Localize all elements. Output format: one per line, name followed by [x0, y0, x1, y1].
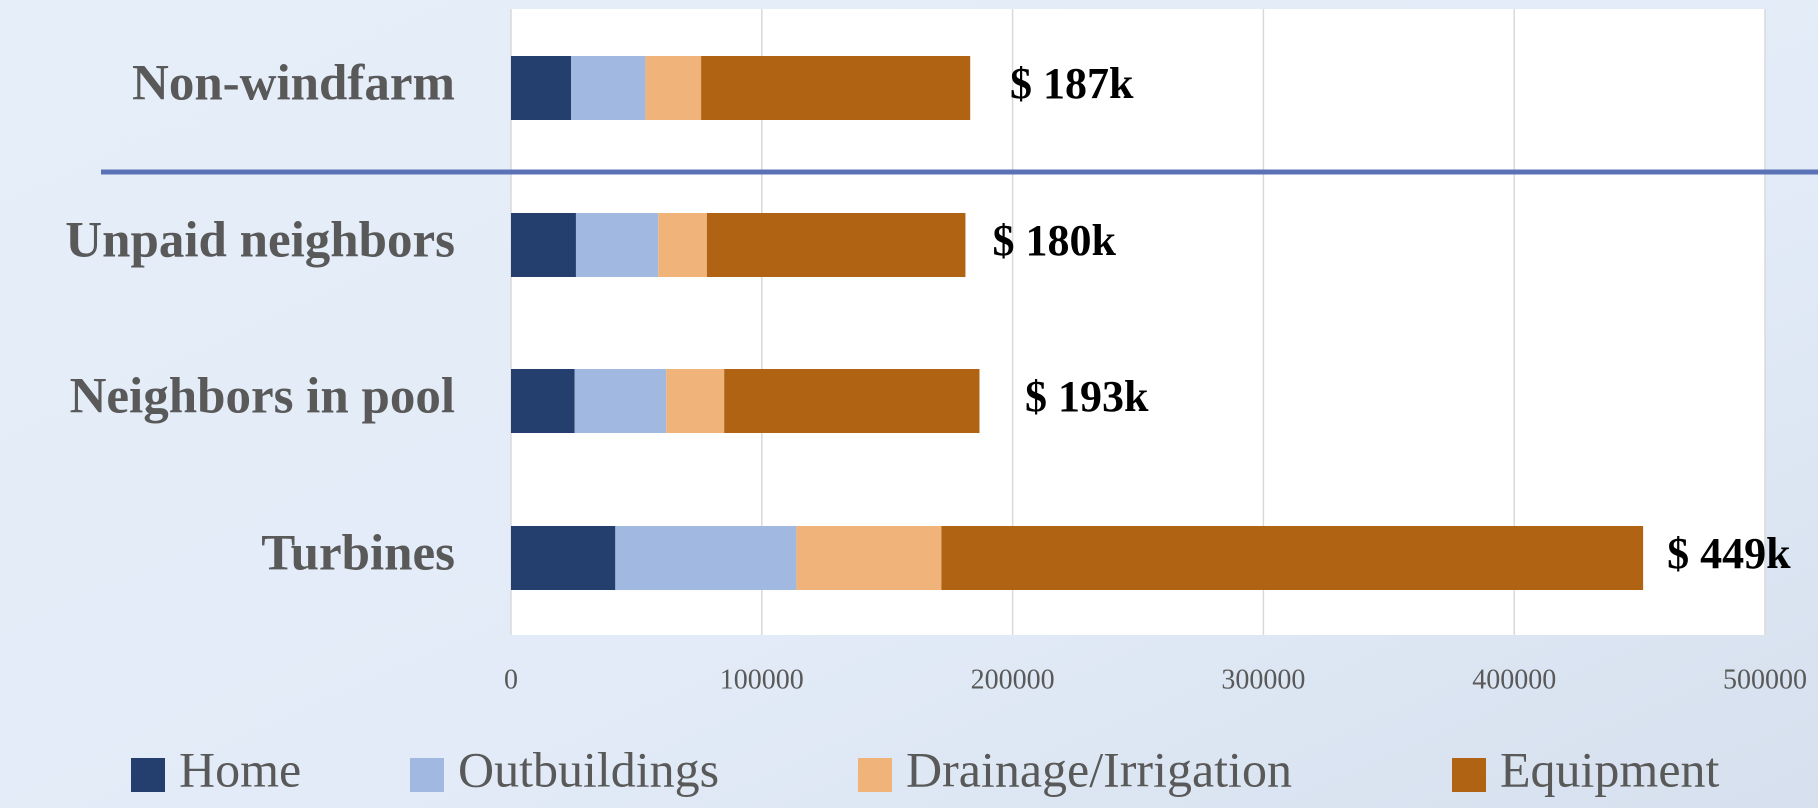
legend-swatch: [1452, 758, 1486, 792]
x-tick-label: 500000: [1723, 664, 1807, 695]
bar-segment: [511, 56, 572, 120]
bar-segment: [645, 56, 702, 120]
bar-segment: [706, 213, 966, 277]
category-label: Turbines: [261, 526, 455, 582]
bar-segment: [574, 369, 667, 433]
x-tick-label: 300000: [1221, 664, 1305, 695]
bar-segment: [658, 213, 707, 277]
total-label: $ 193k: [1025, 372, 1149, 421]
x-tick-label: 400000: [1472, 664, 1556, 695]
total-label: $ 187k: [1010, 59, 1134, 108]
legend-label: Home: [179, 741, 301, 797]
x-tick-label: 100000: [720, 664, 804, 695]
bar-segment: [615, 526, 797, 590]
bar-segment: [701, 56, 971, 120]
total-label: $ 180k: [992, 216, 1116, 265]
bar-segment: [666, 369, 725, 433]
legend-swatch: [410, 758, 444, 792]
bar-segment: [571, 56, 646, 120]
legend-swatch: [131, 758, 165, 792]
x-tick-label: 200000: [971, 664, 1055, 695]
bar-segment: [511, 369, 575, 433]
bar-segment: [724, 369, 980, 433]
x-tick-label: 0: [504, 664, 518, 695]
legend-label: Drainage/Irrigation: [906, 741, 1292, 797]
bar-segment: [941, 526, 1644, 590]
category-label: Unpaid neighbors: [65, 213, 455, 269]
legend-label: Equipment: [1500, 741, 1720, 797]
legend-label: Outbuildings: [458, 741, 719, 797]
bar-segment: [575, 213, 659, 277]
legend-swatch: [858, 758, 892, 792]
bar-segment: [796, 526, 942, 590]
category-label: Non-windfarm: [132, 56, 455, 112]
bar-segment: [511, 213, 576, 277]
bar-segment: [511, 526, 616, 590]
total-label: $ 449k: [1667, 529, 1791, 578]
category-label: Neighbors in pool: [70, 369, 455, 425]
